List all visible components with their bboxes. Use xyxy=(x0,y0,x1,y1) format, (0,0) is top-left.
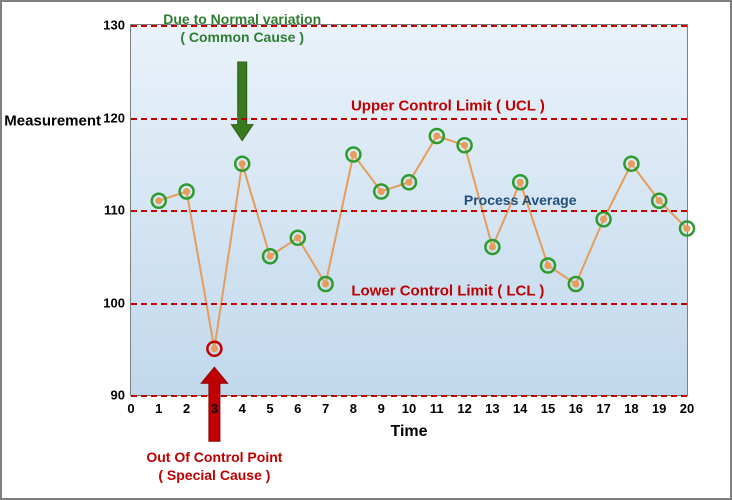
data-point-marker xyxy=(183,188,190,195)
callout-out-of-control: Out Of Control Point( Special Cause ) xyxy=(146,449,282,484)
y-tick: 100 xyxy=(103,295,131,310)
x-tick: 19 xyxy=(652,395,666,416)
callout-line: ( Common Cause ) xyxy=(163,29,321,47)
x-tick: 8 xyxy=(350,395,357,416)
x-tick: 16 xyxy=(569,395,583,416)
x-tick: 20 xyxy=(680,395,694,416)
y-tick: 130 xyxy=(103,18,131,33)
reference-line-label: Lower Control Limit ( LCL ) xyxy=(351,282,544,299)
reference-line-label: Process Average xyxy=(464,192,577,208)
data-point-marker xyxy=(350,151,357,158)
data-point-marker xyxy=(461,142,468,149)
data-point-marker xyxy=(684,225,691,232)
data-point-marker xyxy=(572,281,579,288)
x-tick: 9 xyxy=(378,395,385,416)
x-tick: 13 xyxy=(485,395,499,416)
data-point-marker xyxy=(239,160,246,167)
x-tick: 15 xyxy=(541,395,555,416)
x-tick: 17 xyxy=(596,395,610,416)
data-point-marker xyxy=(600,216,607,223)
x-tick: 6 xyxy=(294,395,301,416)
reference-line xyxy=(131,118,687,120)
x-tick: 7 xyxy=(322,395,329,416)
callout-line: ( Special Cause ) xyxy=(146,467,282,485)
reference-line xyxy=(131,395,687,397)
data-point-marker xyxy=(211,345,218,352)
callout-line: Out Of Control Point xyxy=(146,449,282,467)
x-tick: 11 xyxy=(430,395,444,416)
x-tick: 5 xyxy=(266,395,273,416)
data-point-marker xyxy=(406,179,413,186)
x-tick: 14 xyxy=(513,395,527,416)
plot-area: Measurement Time 90100110120130012345678… xyxy=(130,24,688,396)
y-tick: 110 xyxy=(104,203,131,218)
arrow-down-icon xyxy=(231,62,253,141)
x-tick: 4 xyxy=(239,395,246,416)
data-point-marker xyxy=(489,244,496,251)
reference-line-label: Upper Control Limit ( UCL ) xyxy=(351,97,545,114)
reference-line xyxy=(131,303,687,305)
data-point-marker xyxy=(155,197,162,204)
data-point-marker xyxy=(656,197,663,204)
data-point-marker xyxy=(628,160,635,167)
callout-line: Due to Normal variation xyxy=(163,11,321,29)
data-point-marker xyxy=(322,281,329,288)
x-tick: 0 xyxy=(127,395,134,416)
chart-frame: Measurement Time 90100110120130012345678… xyxy=(0,0,732,500)
reference-line xyxy=(131,210,687,212)
data-point-marker xyxy=(517,179,524,186)
x-tick: 1 xyxy=(155,395,162,416)
x-tick: 18 xyxy=(624,395,638,416)
x-tick: 3 xyxy=(211,395,218,416)
y-tick: 120 xyxy=(103,110,131,125)
x-tick: 10 xyxy=(402,395,416,416)
x-axis-label: Time xyxy=(390,423,427,441)
x-tick: 12 xyxy=(457,395,471,416)
data-point-marker xyxy=(294,234,301,241)
data-point-marker xyxy=(545,262,552,269)
callout-normal-variation: Due to Normal variation( Common Cause ) xyxy=(163,11,321,46)
y-axis-label: Measurement xyxy=(4,113,101,130)
x-tick: 2 xyxy=(183,395,190,416)
data-point-marker xyxy=(267,253,274,260)
data-point-marker xyxy=(433,133,440,140)
data-point-marker xyxy=(378,188,385,195)
